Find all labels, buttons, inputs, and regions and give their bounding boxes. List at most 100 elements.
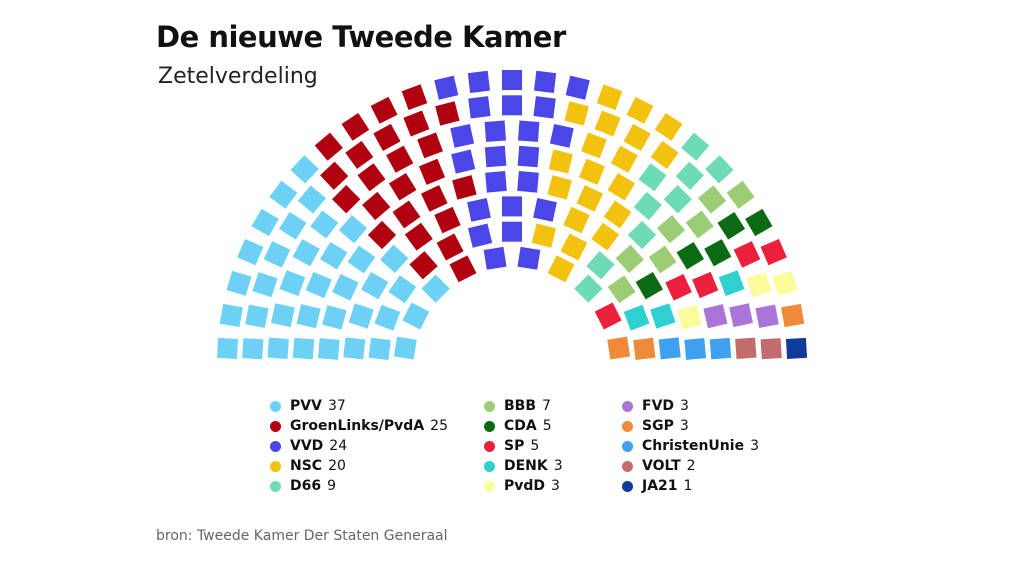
seat	[560, 233, 588, 261]
seat	[663, 185, 692, 214]
seat	[319, 241, 348, 270]
legend-value: 9	[327, 478, 337, 494]
legend-item: JA21 1	[622, 478, 692, 494]
seat	[627, 220, 657, 250]
seat	[581, 132, 607, 159]
seat	[564, 101, 589, 126]
legend-swatch	[270, 400, 281, 412]
legend-label: JA21	[642, 478, 678, 494]
seat	[684, 338, 707, 360]
legend-value: 7	[542, 398, 551, 414]
legend-item: VVD 24	[270, 438, 347, 454]
legend-label: VOLT	[642, 458, 681, 474]
legend-value: 5	[530, 438, 540, 454]
seat	[677, 305, 702, 330]
seat	[633, 337, 656, 361]
legend-item: CDA 5	[484, 418, 552, 434]
legend-item: BBB 7	[484, 398, 551, 414]
seat	[675, 161, 704, 190]
legend-swatch	[484, 400, 495, 412]
seat	[317, 338, 340, 360]
legend-item: D66 9	[270, 478, 336, 494]
legend-swatch	[622, 480, 633, 492]
seat	[547, 255, 575, 283]
seat	[292, 337, 315, 360]
legend-value: 37	[327, 398, 346, 414]
seat	[665, 274, 692, 301]
legend-swatch	[270, 460, 281, 472]
seat	[320, 161, 349, 190]
legend-item: FVD 3	[622, 398, 689, 414]
seat	[484, 145, 507, 168]
legend-swatch	[484, 480, 495, 492]
seat	[717, 211, 746, 240]
seat	[549, 123, 574, 148]
seat	[338, 215, 368, 244]
seat	[533, 198, 557, 222]
seat	[435, 101, 460, 126]
legend-value: 3	[551, 478, 560, 494]
seat	[263, 241, 291, 268]
legend-swatch	[622, 460, 633, 472]
legend-value: 24	[329, 438, 348, 454]
seat	[368, 337, 391, 361]
seat	[502, 196, 522, 217]
legend-label: GroenLinks/PvdA	[290, 418, 425, 434]
seat	[278, 211, 307, 240]
legend-value: 20	[328, 458, 346, 474]
seat	[565, 75, 590, 100]
seat	[610, 145, 638, 173]
seat	[638, 163, 667, 192]
seat	[305, 271, 332, 299]
seat	[451, 149, 476, 174]
legend-value: 3	[750, 438, 759, 454]
legend-item: DENK 3	[484, 458, 563, 474]
legend: PVV 37 GroenLinks/PvdA 25 VVD 24 NSC 20 D66 9 BBB 7…	[270, 398, 790, 508]
seat	[548, 149, 573, 174]
legend-item: PvdD 3	[484, 478, 560, 494]
seat	[692, 271, 719, 299]
seat	[517, 246, 541, 270]
seat	[615, 244, 644, 274]
seat	[357, 163, 386, 192]
seat	[468, 223, 493, 248]
chart-subtitle: Zetelverdeling	[158, 64, 318, 89]
legend-value: 2	[686, 458, 696, 474]
seat	[362, 191, 391, 221]
seat	[760, 338, 782, 360]
chart-title: De nieuwe Tweede Kamer	[156, 20, 566, 54]
seat	[685, 210, 714, 239]
seat	[781, 303, 805, 328]
legend-item: NSC 20	[270, 458, 346, 474]
seat	[578, 158, 606, 185]
seat	[502, 221, 522, 242]
seat	[502, 95, 522, 116]
source: bron: Tweede Kamer Der Staten Generaal	[156, 528, 448, 544]
seat	[517, 145, 540, 168]
seat	[785, 337, 808, 359]
legend-label: PVV	[290, 398, 322, 414]
seat	[635, 272, 663, 300]
seat	[772, 270, 798, 296]
legend-swatch	[270, 420, 281, 432]
seat	[607, 172, 636, 201]
seat	[279, 270, 306, 296]
seat	[483, 246, 507, 270]
seat	[386, 145, 414, 173]
seat	[650, 140, 679, 169]
seat	[434, 75, 459, 100]
legend-label: ChristenUnie	[642, 438, 745, 454]
seat	[332, 274, 359, 301]
seat	[468, 96, 491, 119]
seat	[623, 123, 651, 151]
legend-label: VVD	[290, 438, 324, 454]
seat	[341, 113, 370, 141]
seat	[733, 241, 761, 268]
seat	[380, 244, 409, 274]
seat	[449, 255, 477, 283]
seat	[745, 208, 773, 237]
seat	[409, 251, 438, 280]
legend-item: SGP 3	[622, 418, 689, 434]
